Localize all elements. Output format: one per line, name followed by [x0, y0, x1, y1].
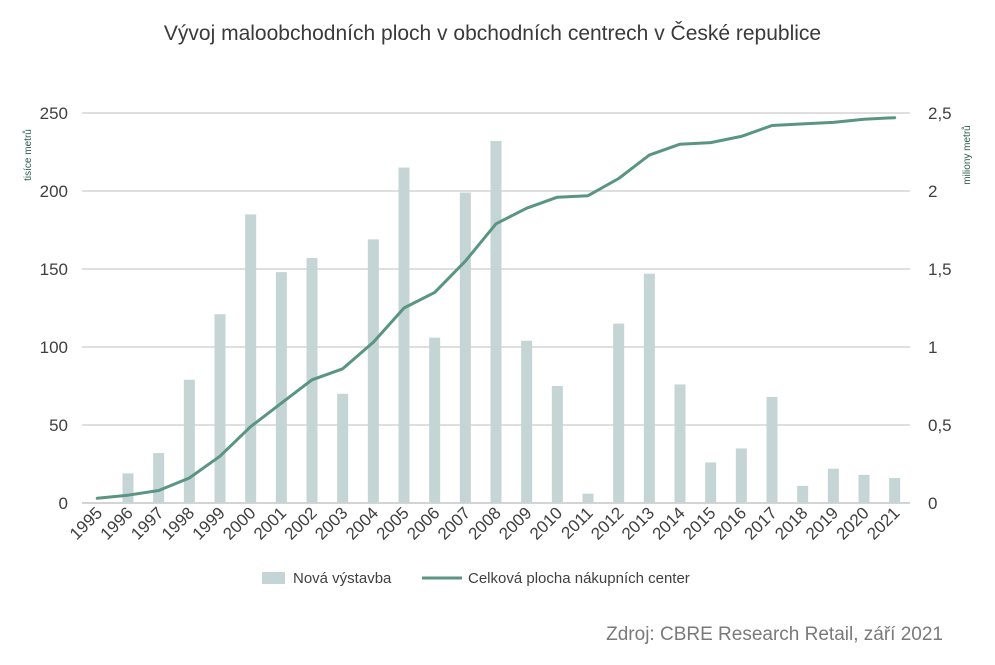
x-tick-label: 1995 — [66, 503, 106, 543]
x-tick-label: 1999 — [189, 503, 229, 543]
legend: Nová výstavba Celková plocha nákupních ce… — [262, 570, 690, 587]
x-tick-label: 2001 — [250, 503, 290, 543]
bar — [122, 473, 134, 503]
bar — [735, 448, 747, 503]
bar — [183, 379, 195, 503]
bar — [766, 396, 778, 503]
x-tick-label: 2020 — [833, 503, 873, 543]
bar — [643, 273, 655, 503]
x-tick-label: 2005 — [373, 503, 413, 543]
x-tick-label: 2016 — [710, 503, 750, 543]
bar — [521, 340, 533, 503]
bar — [582, 493, 594, 503]
x-tick-label: 2015 — [679, 503, 719, 543]
bar — [337, 393, 349, 503]
bar — [705, 462, 717, 503]
x-tick-label: 2018 — [771, 503, 811, 543]
left-tick-label: 100 — [40, 338, 68, 357]
x-tick-label: 2014 — [649, 503, 689, 543]
line-series — [95, 116, 897, 500]
bar — [459, 192, 471, 503]
bars-series — [122, 141, 901, 504]
chart-title: Vývoj maloobchodních ploch v obchodních … — [163, 22, 822, 45]
left-tick-label: 150 — [40, 260, 68, 279]
right-axis-label: miliony metrů — [961, 125, 973, 184]
bar — [858, 474, 870, 503]
x-tick-label: 2017 — [741, 503, 781, 543]
x-tick-label: 2010 — [526, 503, 566, 543]
x-tick-label: 2003 — [311, 503, 351, 543]
bar — [490, 141, 502, 503]
x-tick-label: 2012 — [587, 503, 627, 543]
right-axis-ticks: 0 0,5 1 1,5 2 2,5 — [928, 104, 952, 513]
bar — [275, 272, 287, 503]
right-tick-label: 0,5 — [928, 416, 952, 435]
legend-label-bars: Nová výstavba — [293, 570, 392, 587]
series-line — [95, 116, 897, 500]
x-tick-label: 1998 — [158, 503, 198, 543]
bar — [245, 214, 257, 503]
bar — [613, 323, 625, 503]
bar — [674, 384, 686, 503]
x-tick-label: 2021 — [863, 503, 903, 543]
left-axis-ticks: 0 50 100 150 200 250 — [40, 104, 68, 513]
x-tick-label: 2009 — [495, 503, 535, 543]
left-tick-label: 250 — [40, 104, 68, 123]
bar — [797, 485, 809, 503]
legend-swatch-bars — [262, 572, 285, 584]
x-tick-label: 2019 — [802, 503, 842, 543]
source-note: Zdroj: CBRE Research Retail, září 2021 — [606, 624, 943, 645]
right-tick-label: 0 — [928, 494, 937, 513]
left-tick-label: 0 — [59, 494, 68, 513]
x-tick-label: 1996 — [97, 503, 137, 543]
bar — [398, 167, 410, 503]
x-axis-ticks: 1995199619971998199920002001200220032004… — [66, 503, 904, 543]
right-tick-label: 2,5 — [928, 104, 952, 123]
left-tick-label: 200 — [40, 182, 68, 201]
right-tick-label: 2 — [928, 182, 937, 201]
bar — [551, 386, 563, 503]
x-tick-label: 2011 — [558, 503, 597, 542]
x-tick-label: 2000 — [219, 503, 259, 543]
bar — [827, 468, 839, 503]
right-tick-label: 1,5 — [928, 260, 952, 279]
x-tick-label: 2002 — [281, 503, 321, 543]
left-axis-label: tisíce metrů — [22, 129, 34, 181]
bar — [367, 239, 379, 504]
x-tick-label: 1997 — [127, 503, 167, 543]
x-tick-label: 2007 — [434, 503, 474, 543]
bar — [214, 314, 226, 503]
legend-label-line: Celková plocha nákupních center — [468, 570, 690, 587]
right-tick-label: 1 — [928, 338, 937, 357]
bar — [429, 337, 441, 503]
x-tick-label: 2004 — [342, 503, 382, 543]
bar — [153, 453, 165, 503]
left-tick-label: 50 — [49, 416, 68, 435]
bar — [889, 478, 901, 503]
x-tick-label: 2008 — [465, 503, 505, 543]
x-tick-label: 2013 — [618, 503, 658, 543]
x-tick-label: 2006 — [403, 503, 443, 543]
